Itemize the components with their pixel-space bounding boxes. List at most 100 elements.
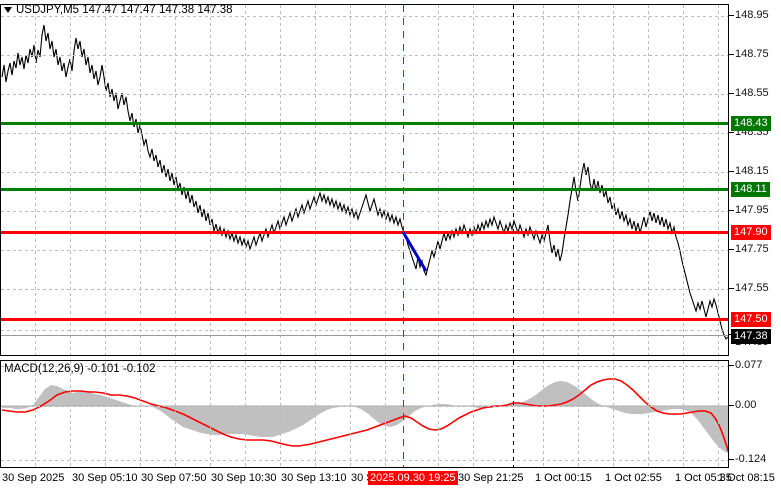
price-line-chart (1, 24, 728, 340)
resistance-level-line[interactable] (1, 188, 728, 191)
gridline-v (578, 361, 579, 467)
macd-histogram (2, 381, 728, 453)
price-tick-label: 147.95 (735, 204, 769, 216)
current-price-line (1, 335, 728, 336)
price-plot-area[interactable] (1, 5, 728, 355)
axis-tick-mark (729, 365, 734, 366)
gridline-v (70, 5, 71, 355)
gridline-v (648, 361, 649, 467)
gridline-v (280, 5, 281, 355)
axis-tick-mark (729, 171, 734, 172)
price-tick-label: 148.35 (735, 126, 769, 138)
time-tick-label: 30 Sep 10:30 (211, 472, 277, 484)
gridline-v (35, 5, 36, 355)
time-tick-label: 30 Sep 21:25 (458, 472, 524, 484)
gridline-v (683, 5, 684, 355)
gridline-v (210, 5, 211, 355)
price-tick-label: 148.95 (735, 9, 769, 21)
gridline-h (1, 94, 728, 95)
gridline-v (578, 5, 579, 355)
gridline-v (613, 5, 614, 355)
session-divider-marker (513, 361, 514, 467)
macd-signal-line (1, 378, 728, 452)
session-divider-marker (513, 5, 514, 355)
gridline-v (210, 361, 211, 467)
gridline-h (1, 250, 728, 251)
support-price-badge[interactable]: 147.90 (731, 225, 771, 240)
macd-tick-label: 0.077 (735, 359, 763, 371)
gridline-v (175, 5, 176, 355)
time-tick-label: 1 Oct 05:35 (675, 472, 732, 484)
crosshair-time-marker (403, 361, 404, 467)
gridline-v (35, 361, 36, 467)
gridline-v (280, 361, 281, 467)
resistance-level-line[interactable] (1, 122, 728, 125)
current-price-badge[interactable]: 147.38 (731, 329, 771, 344)
resistance-price-badge[interactable]: 148.43 (731, 116, 771, 131)
gridline-v (140, 361, 141, 467)
gridline-h (1, 172, 728, 173)
price-tick-label: 148.15 (735, 165, 769, 177)
gridline-h (1, 55, 728, 56)
gridline-v (245, 361, 246, 467)
gridline-v (438, 5, 439, 355)
macd-tick-label: -0.124 (735, 453, 767, 465)
gridline-v (245, 5, 246, 355)
gridline-h (1, 133, 728, 134)
support-price-badge[interactable]: 147.50 (731, 312, 771, 327)
macd-axis[interactable]: 0.077 0.00 -0.124 (729, 360, 781, 468)
macd-chart (1, 378, 728, 453)
price-series-path (1, 24, 728, 340)
gridline-h (1, 366, 728, 367)
gridline-h (1, 289, 728, 290)
time-tick-label: 1 Oct 02:55 (605, 472, 662, 484)
axis-tick-mark (729, 249, 734, 250)
price-panel (0, 4, 729, 356)
time-tick-label: 30 Sep 2025 (2, 472, 65, 484)
axis-tick-mark (729, 15, 734, 16)
gridline-v (543, 361, 544, 467)
gridline-v (385, 5, 386, 355)
time-tick-label: 30 Sep 05:10 (72, 472, 138, 484)
resistance-price-badge[interactable]: 148.11 (731, 182, 770, 197)
axis-tick-mark (729, 132, 734, 133)
time-tick-label: 1 Oct 08:15 (718, 472, 775, 484)
support-level-line[interactable] (1, 231, 728, 234)
macd-panel (0, 360, 729, 468)
gridline-v (315, 5, 316, 355)
gridline-v (543, 5, 544, 355)
trendline-annotation[interactable] (1, 5, 728, 355)
time-axis[interactable]: 30 Sep 2025 30 Sep 05:10 30 Sep 07:50 30… (0, 468, 781, 489)
price-tick-label: 147.75 (735, 243, 769, 255)
support-level-line[interactable] (1, 318, 728, 321)
time-tick-label: 1 Oct 00:15 (535, 472, 592, 484)
gridline-h (1, 16, 728, 17)
gridline-v (140, 5, 141, 355)
axis-tick-mark (729, 288, 734, 289)
gridline-h (1, 330, 728, 331)
gridline-v (473, 361, 474, 467)
chevron-down-icon[interactable] (4, 7, 12, 13)
price-tick-label: 148.75 (735, 48, 769, 60)
gridline-h (1, 211, 728, 212)
gridline-v (648, 5, 649, 355)
price-axis[interactable]: 148.95 148.75 148.55 148.35 148.15 147.9… (729, 4, 781, 356)
gridline-v (175, 361, 176, 467)
gridline-v (385, 361, 386, 467)
gridline-v (350, 5, 351, 355)
macd-tick-label: 0.00 (735, 399, 757, 411)
crosshair-time-label: 2025.09.30 19:25 (368, 471, 458, 485)
gridline-h (1, 406, 728, 407)
price-tick-label: 148.55 (735, 87, 769, 99)
gridline-v (315, 361, 316, 467)
gridline-v (70, 361, 71, 467)
gridline-v (105, 5, 106, 355)
gridline-v (473, 5, 474, 355)
gridline-v (438, 361, 439, 467)
axis-tick-mark (729, 405, 734, 406)
crosshair-time-marker (403, 5, 404, 355)
price-tick-label: 147.55 (735, 282, 769, 294)
time-tick-label: 30 Sep 13:10 (281, 472, 347, 484)
macd-plot-area[interactable] (1, 361, 728, 467)
